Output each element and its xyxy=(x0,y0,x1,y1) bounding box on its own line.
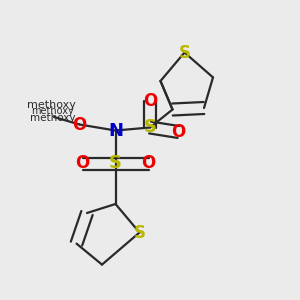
Text: methoxy: methoxy xyxy=(30,112,75,123)
Text: O: O xyxy=(171,123,186,141)
Text: methoxy: methoxy xyxy=(31,106,74,116)
Text: N: N xyxy=(108,122,123,140)
Text: O: O xyxy=(143,92,157,110)
Text: S: S xyxy=(109,154,122,172)
Text: S: S xyxy=(178,44,190,62)
Text: O: O xyxy=(72,116,87,134)
Text: S: S xyxy=(143,118,157,136)
Text: O: O xyxy=(141,154,156,172)
Text: methoxy: methoxy xyxy=(27,100,75,110)
Text: S: S xyxy=(134,224,146,242)
Text: O: O xyxy=(75,154,90,172)
